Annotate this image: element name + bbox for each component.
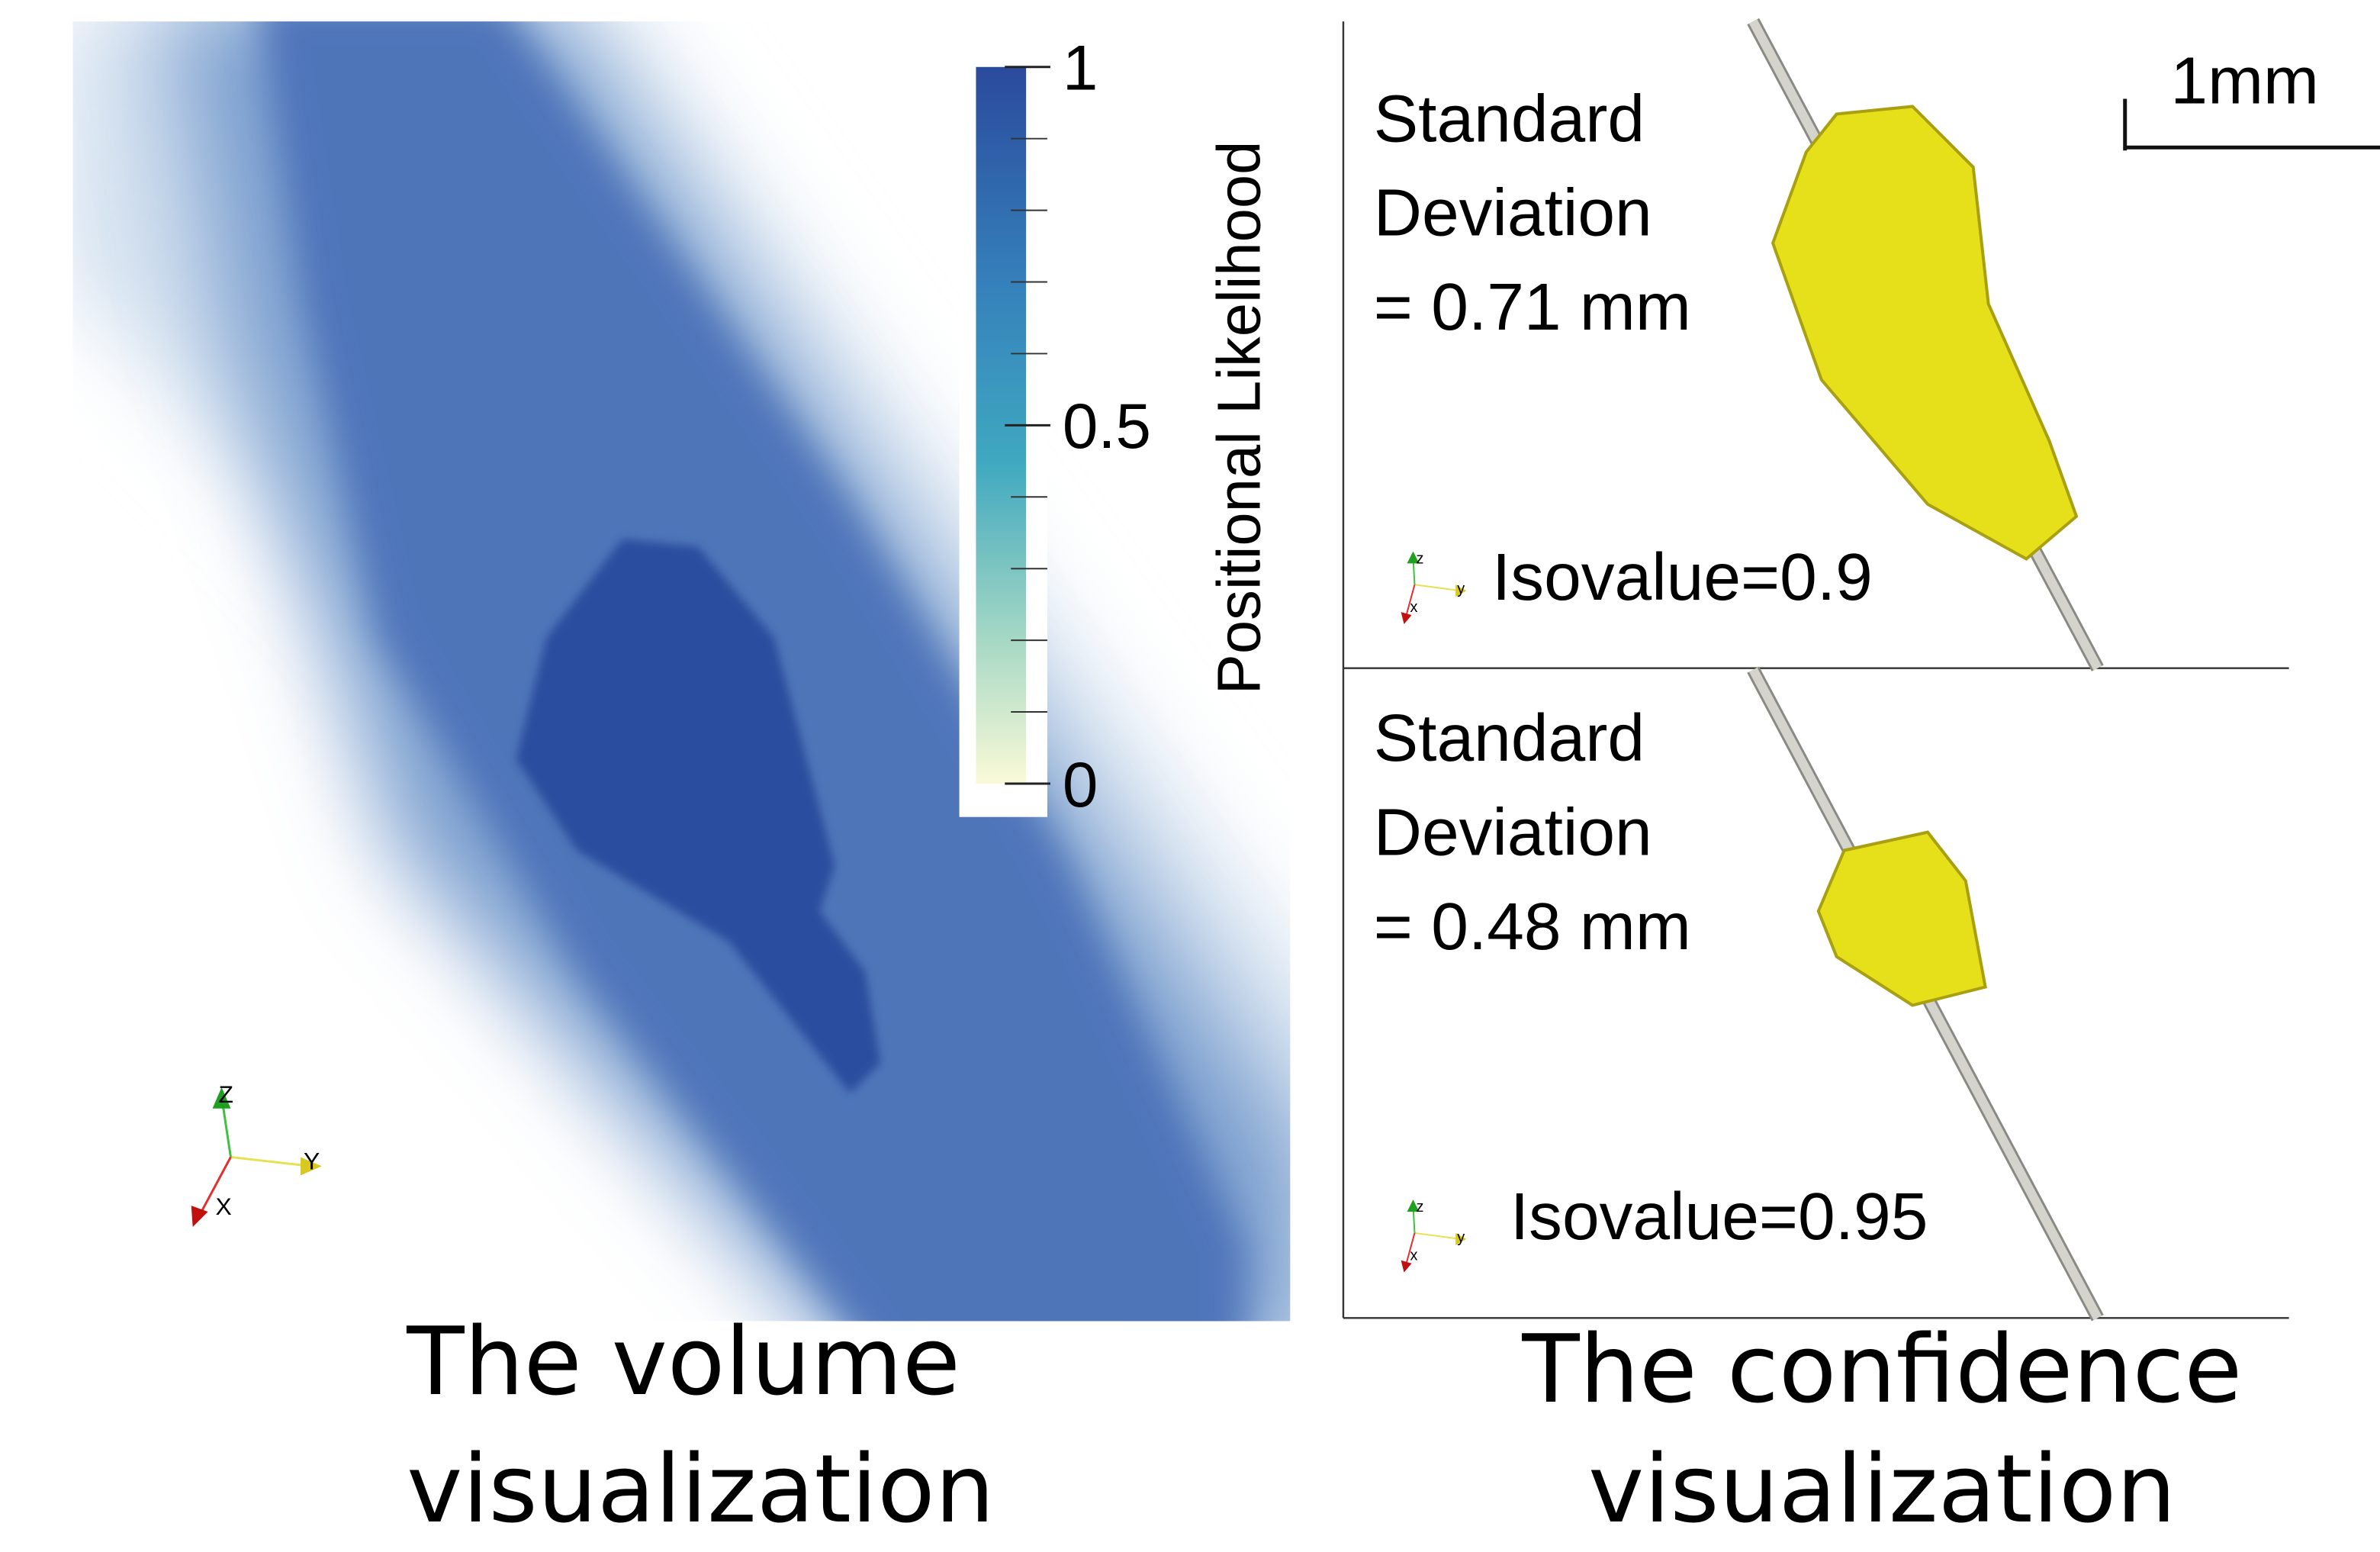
axes-triad: X Y Z [191, 1080, 322, 1227]
page: Positional Likelihood 0 0.5 1 X Y Z The vo… [0, 0, 2380, 1552]
std-label: Standard [1374, 81, 1645, 156]
axis-label: z [1416, 550, 1423, 567]
isosurface [1819, 832, 1986, 1006]
caption: The volume [406, 1307, 960, 1417]
colorbar-tick-label: 0 [1063, 749, 1098, 820]
caption: visualization [407, 1434, 995, 1544]
colorbar-label: Positional Likelihood [1205, 141, 1273, 695]
isosurface [1773, 107, 2076, 559]
figure: Positional Likelihood 0 0.5 1 X Y Z The vo… [0, 0, 2380, 1552]
std-label: Deviation [1374, 175, 1652, 250]
axis-label: x [1410, 1248, 1418, 1264]
axis-label: y [1457, 1229, 1465, 1246]
axis-label: z [1416, 1199, 1423, 1216]
std-label: = 0.71 mm [1374, 269, 1691, 344]
axes-triad: x y z [1401, 550, 1467, 624]
isovalue-label: Isovalue=0.95 [1510, 1179, 1928, 1254]
axis [1414, 584, 1460, 591]
axis [1414, 1233, 1460, 1239]
axis-label: Y [304, 1147, 320, 1174]
axis-label: y [1457, 581, 1465, 597]
scale-bar: 1mm [2124, 43, 2380, 151]
std-label: Standard [1374, 700, 1645, 775]
axes-triad: x y z [1401, 1199, 1467, 1273]
volume-rendering [61, 0, 1366, 1367]
axis-label: Z [219, 1080, 233, 1108]
std-label: Deviation [1374, 794, 1652, 869]
axis-label: x [1410, 599, 1418, 616]
axis-label: X [216, 1193, 232, 1220]
caption: The confidence [1521, 1315, 2242, 1425]
colorbar-tick-label: 0.5 [1063, 390, 1151, 462]
scale-bar-label: 1mm [2170, 43, 2319, 118]
colorbar: Positional Likelihood 0 0.5 1 [960, 32, 1273, 820]
caption: visualization [1588, 1434, 2176, 1544]
std-label: = 0.48 mm [1374, 889, 1691, 964]
colorbar-tick-label: 1 [1063, 32, 1098, 104]
isovalue-label: Isovalue=0.9 [1492, 539, 1873, 614]
